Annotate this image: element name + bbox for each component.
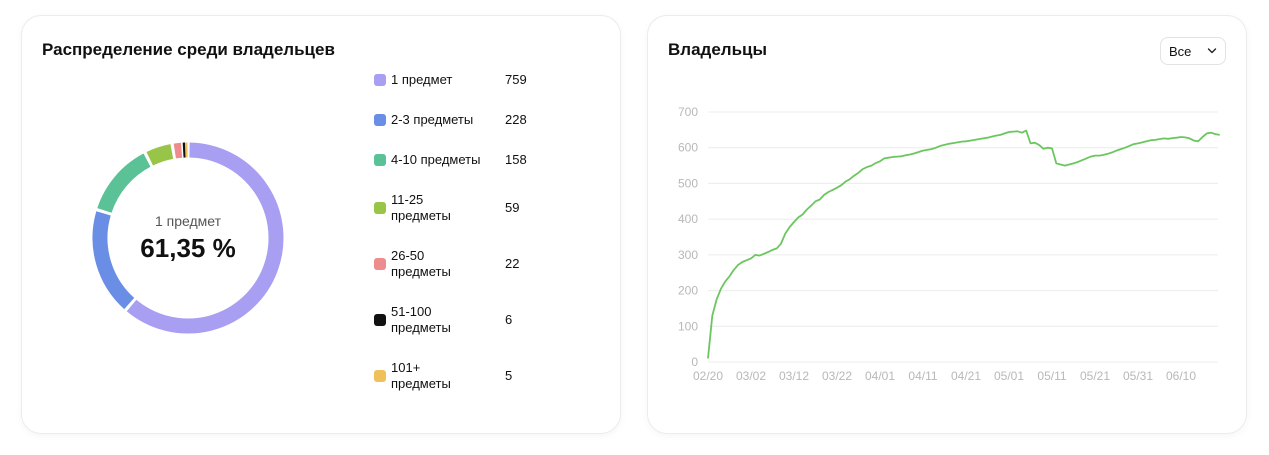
y-tick-label: 100 [678,319,698,333]
owners-line-chart: 0 100 200 300 400 500 600 700 02/20 03/02 03/12 03/… [678,105,1220,383]
legend-item[interactable]: 51-100 предметы 6 [374,304,614,340]
distribution-title: Распределение среди владельцев [42,40,335,59]
period-filter-label: Все [1169,43,1192,59]
legend-swatch [374,258,386,270]
legend-swatch [374,202,386,214]
legend-item[interactable]: 4-10 предметы 158 [374,152,614,188]
distribution-card: Распределение среди владельцев 1 предмет… [21,15,621,434]
x-tick-label: 06/10 [1166,369,1196,383]
legend-value: 759 [505,72,527,87]
legend-value: 5 [505,368,513,383]
legend-swatch [374,114,386,126]
legend-value: 158 [505,152,527,167]
legend-item[interactable]: 2-3 предметы 228 [374,112,614,148]
y-tick-label: 500 [678,176,698,190]
legend-value: 22 [505,256,520,271]
y-tick-label: 400 [678,212,698,226]
x-tick-label: 04/11 [908,369,937,383]
x-tick-label: 05/11 [1037,369,1066,383]
legend-swatch [374,74,386,86]
donut-center: 1 предмет 61,35 % [90,140,286,336]
legend-label: 1 предмет [391,72,453,87]
x-tick-label: 02/20 [693,369,723,383]
legend-label: 11-25 предметы [391,192,451,223]
legend-item[interactable]: 1 предмет 759 [374,72,614,108]
x-tick-label: 03/02 [736,369,766,383]
y-tick-label: 600 [678,141,698,155]
donut-slice[interactable] [173,142,183,159]
owners-series-line[interactable] [707,129,1220,359]
legend-value: 6 [505,312,513,327]
x-tick-label: 05/01 [994,369,1024,383]
donut-slice[interactable] [146,144,174,166]
x-tick-label: 04/01 [865,369,895,383]
y-tick-label: 0 [691,355,698,369]
donut-center-value: 61,35 % [140,232,236,263]
donut-slice[interactable] [97,153,151,214]
legend-label: 26-50 предметы [391,248,451,279]
owners-card: Владельцы Все 0 100 200 300 400 500 600 700 02/2… [647,15,1247,434]
legend-label: 4-10 предметы [391,152,481,167]
owners-title: Владельцы [668,40,767,59]
legend-item[interactable]: 11-25 предметы 59 [374,192,614,228]
x-tick-label: 03/22 [822,369,852,383]
donut-center-label: 1 предмет [154,212,222,229]
donut-chart [92,142,284,334]
legend-label: 2-3 предметы [391,112,474,127]
donut-slice[interactable] [92,211,135,310]
chevron-down-icon [1207,48,1217,54]
period-filter-dropdown[interactable]: Все [1160,37,1226,65]
legend-swatch [374,154,386,166]
legend-value: 59 [505,200,520,215]
legend-label: 51-100 предметы [391,304,451,335]
legend-label: 101+ предметы [391,360,451,391]
legend-swatch [374,370,386,382]
x-tick-label: 03/12 [779,369,809,383]
y-tick-label: 200 [678,284,698,298]
donut-slice[interactable] [126,142,284,334]
x-tick-label: 05/21 [1080,369,1110,383]
legend-item[interactable]: 101+ предметы 5 [374,360,614,396]
y-tick-label: 700 [678,105,698,119]
legend-value: 228 [505,112,527,127]
legend-swatch [374,314,386,326]
x-tick-label: 04/21 [951,369,981,383]
legend-item[interactable]: 26-50 предметы 22 [374,248,614,284]
x-tick-label: 05/31 [1123,369,1153,383]
y-tick-label: 300 [678,248,698,262]
